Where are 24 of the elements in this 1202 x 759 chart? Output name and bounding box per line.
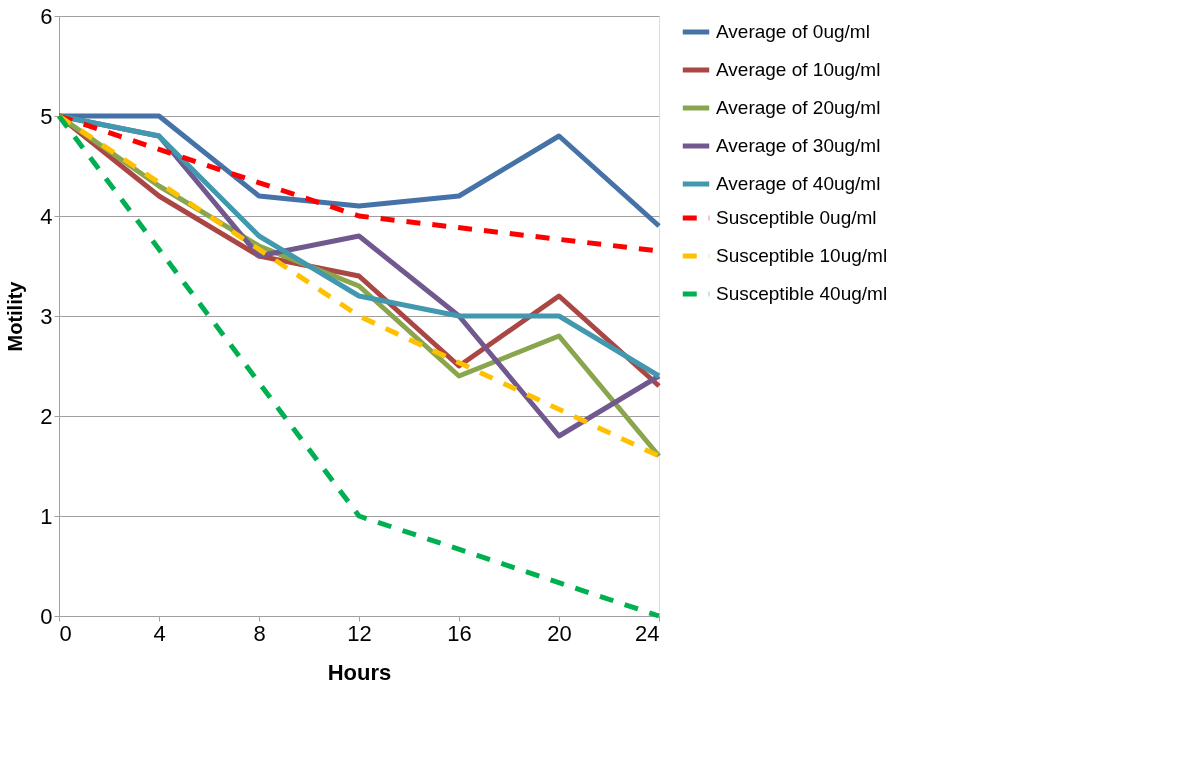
y-tick-label: 5 xyxy=(40,103,53,129)
y-tick-label: 6 xyxy=(40,3,53,29)
legend-label: Susceptible 0ug/ml xyxy=(716,207,877,228)
y-tick-label: 0 xyxy=(40,603,53,629)
y-tick-label: 4 xyxy=(40,203,53,229)
legend-label: Susceptible 10ug/ml xyxy=(716,245,888,266)
x-axis-title: Hours xyxy=(327,659,392,685)
x-tick-label: 8 xyxy=(253,620,266,646)
x-tick-label: 4 xyxy=(153,620,166,646)
x-tick-label: 12 xyxy=(347,620,372,646)
legend-label: Average of 40ug/ml xyxy=(716,173,881,194)
x-tick-label: 16 xyxy=(447,620,472,646)
legend-label: Average of 30ug/ml xyxy=(716,135,881,156)
legend-label: Average of 20ug/ml xyxy=(716,97,881,118)
y-tick-label: 2 xyxy=(40,403,53,429)
x-tick-label: 20 xyxy=(547,620,572,646)
legend-label: Average of 0ug/ml xyxy=(716,21,870,42)
y-axis-title: Motility xyxy=(4,280,27,352)
y-tick-label: 1 xyxy=(40,503,53,529)
y-tick-label: 3 xyxy=(40,303,53,329)
x-tick-label: 24 xyxy=(635,620,660,646)
legend-label: Susceptible 40ug/ml xyxy=(716,283,888,304)
legend-label: Average of 10ug/ml xyxy=(716,59,881,80)
x-tick-label: 0 xyxy=(59,620,72,646)
